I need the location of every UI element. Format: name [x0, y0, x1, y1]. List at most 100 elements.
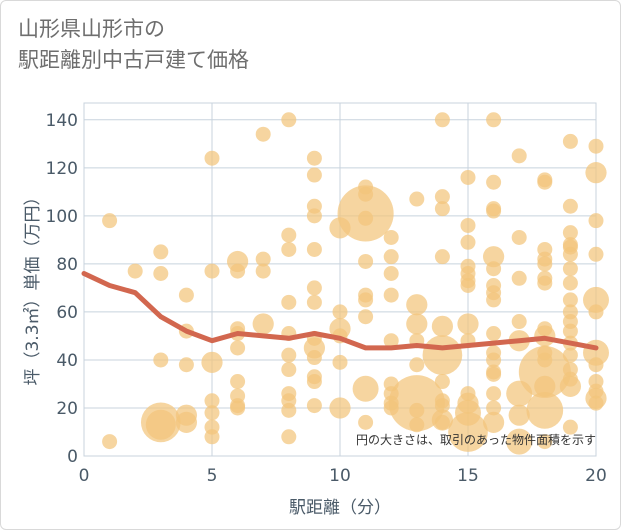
data-bubble — [434, 112, 450, 128]
data-bubble — [306, 294, 322, 310]
data-bubble — [175, 411, 198, 433]
y-axis-label: 坪（3.3㎡）単価（万円） — [23, 188, 43, 385]
data-bubble — [102, 213, 118, 229]
data-bubble — [537, 275, 553, 291]
data-bubble — [306, 350, 322, 366]
data-bubble — [281, 241, 297, 257]
data-bubble — [486, 292, 502, 308]
data-bubble — [562, 133, 578, 149]
data-bubble — [281, 429, 297, 445]
data-bubble — [460, 278, 476, 294]
data-bubble — [306, 280, 322, 296]
data-bubble — [482, 411, 505, 433]
data-bubble — [511, 270, 527, 286]
data-bubble — [460, 234, 476, 250]
data-bubble — [511, 229, 527, 245]
data-bubble — [585, 162, 607, 184]
data-bubble — [383, 333, 399, 349]
data-bubble — [406, 294, 428, 316]
data-bubble — [486, 326, 502, 342]
data-bubble — [562, 419, 578, 435]
data-bubble — [306, 208, 322, 224]
y-tick-label: 120 — [46, 159, 78, 179]
data-bubble — [281, 362, 297, 378]
data-bubble — [537, 434, 553, 450]
title-line-2: 駅距離別中古戸建て価格 — [18, 48, 249, 72]
data-bubble — [434, 414, 450, 430]
x-tick-label: 10 — [329, 466, 351, 486]
data-bubble — [434, 201, 450, 217]
data-bubble — [486, 386, 502, 402]
data-bubble — [562, 275, 578, 291]
data-bubble — [431, 315, 454, 337]
data-bubble — [358, 414, 374, 430]
data-bubble — [102, 434, 118, 450]
data-bubble — [460, 169, 476, 185]
trend-line — [81, 271, 599, 351]
data-bubble — [145, 409, 176, 440]
x-axis-ticks: 0 5 10 15 20 — [79, 466, 607, 486]
data-bubble — [588, 304, 604, 320]
data-bubble — [255, 126, 271, 142]
data-bubble — [358, 292, 374, 308]
data-bubble — [434, 189, 450, 205]
data-bubble — [358, 210, 374, 226]
y-tick-label: 80 — [56, 255, 78, 275]
data-bubble — [352, 375, 379, 402]
data-bubble — [448, 412, 488, 452]
y-tick-label: 40 — [56, 351, 78, 371]
data-bubble — [255, 263, 271, 279]
data-bubble — [486, 203, 502, 219]
data-bubble — [486, 366, 502, 382]
data-bubble — [306, 167, 322, 183]
data-bubble — [127, 263, 143, 279]
data-bubble — [178, 287, 194, 303]
data-bubble — [406, 313, 428, 335]
data-bubble — [588, 246, 604, 262]
data-bubble — [409, 417, 425, 433]
data-bubble — [562, 347, 578, 363]
data-bubble — [383, 287, 399, 303]
data-bubble — [332, 304, 348, 320]
data-bubble — [153, 352, 169, 368]
data-bubble — [588, 357, 604, 373]
chart-title: 山形県山形市の 駅距離別中古戸建て価格 — [18, 14, 249, 76]
data-bubble — [511, 148, 527, 164]
data-bubble — [486, 352, 502, 368]
data-bubble — [562, 323, 578, 339]
bubble-layer — [102, 112, 609, 455]
data-bubble — [562, 225, 578, 241]
data-bubble — [281, 294, 297, 310]
y-tick-label: 20 — [56, 399, 78, 419]
data-bubble — [508, 404, 530, 426]
data-bubble — [281, 227, 297, 243]
data-bubble — [383, 265, 399, 281]
data-bubble — [409, 357, 425, 373]
bubble-size-note: 円の大きさは、取引のあった物件面積を示す — [356, 432, 596, 447]
data-bubble — [409, 402, 425, 418]
data-bubble — [281, 112, 297, 128]
x-tick-label: 0 — [79, 466, 90, 486]
data-bubble — [486, 112, 502, 128]
data-bubble — [562, 261, 578, 277]
data-bubble — [204, 429, 220, 445]
data-bubble — [486, 174, 502, 190]
data-bubble — [434, 398, 450, 414]
x-tick-label: 20 — [585, 466, 607, 486]
data-bubble — [153, 244, 169, 260]
data-bubble — [204, 393, 220, 409]
data-bubble — [562, 246, 578, 262]
x-tick-label: 5 — [207, 466, 218, 486]
data-bubble — [306, 398, 322, 414]
data-bubble — [252, 313, 274, 335]
data-bubble — [204, 405, 220, 421]
data-bubble — [511, 314, 527, 330]
data-bubble — [230, 263, 246, 279]
data-bubble — [383, 249, 399, 265]
data-bubble — [434, 249, 450, 265]
data-bubble — [526, 392, 564, 429]
data-bubble — [583, 286, 609, 313]
data-bubble — [559, 375, 582, 397]
data-bubble — [201, 351, 223, 373]
